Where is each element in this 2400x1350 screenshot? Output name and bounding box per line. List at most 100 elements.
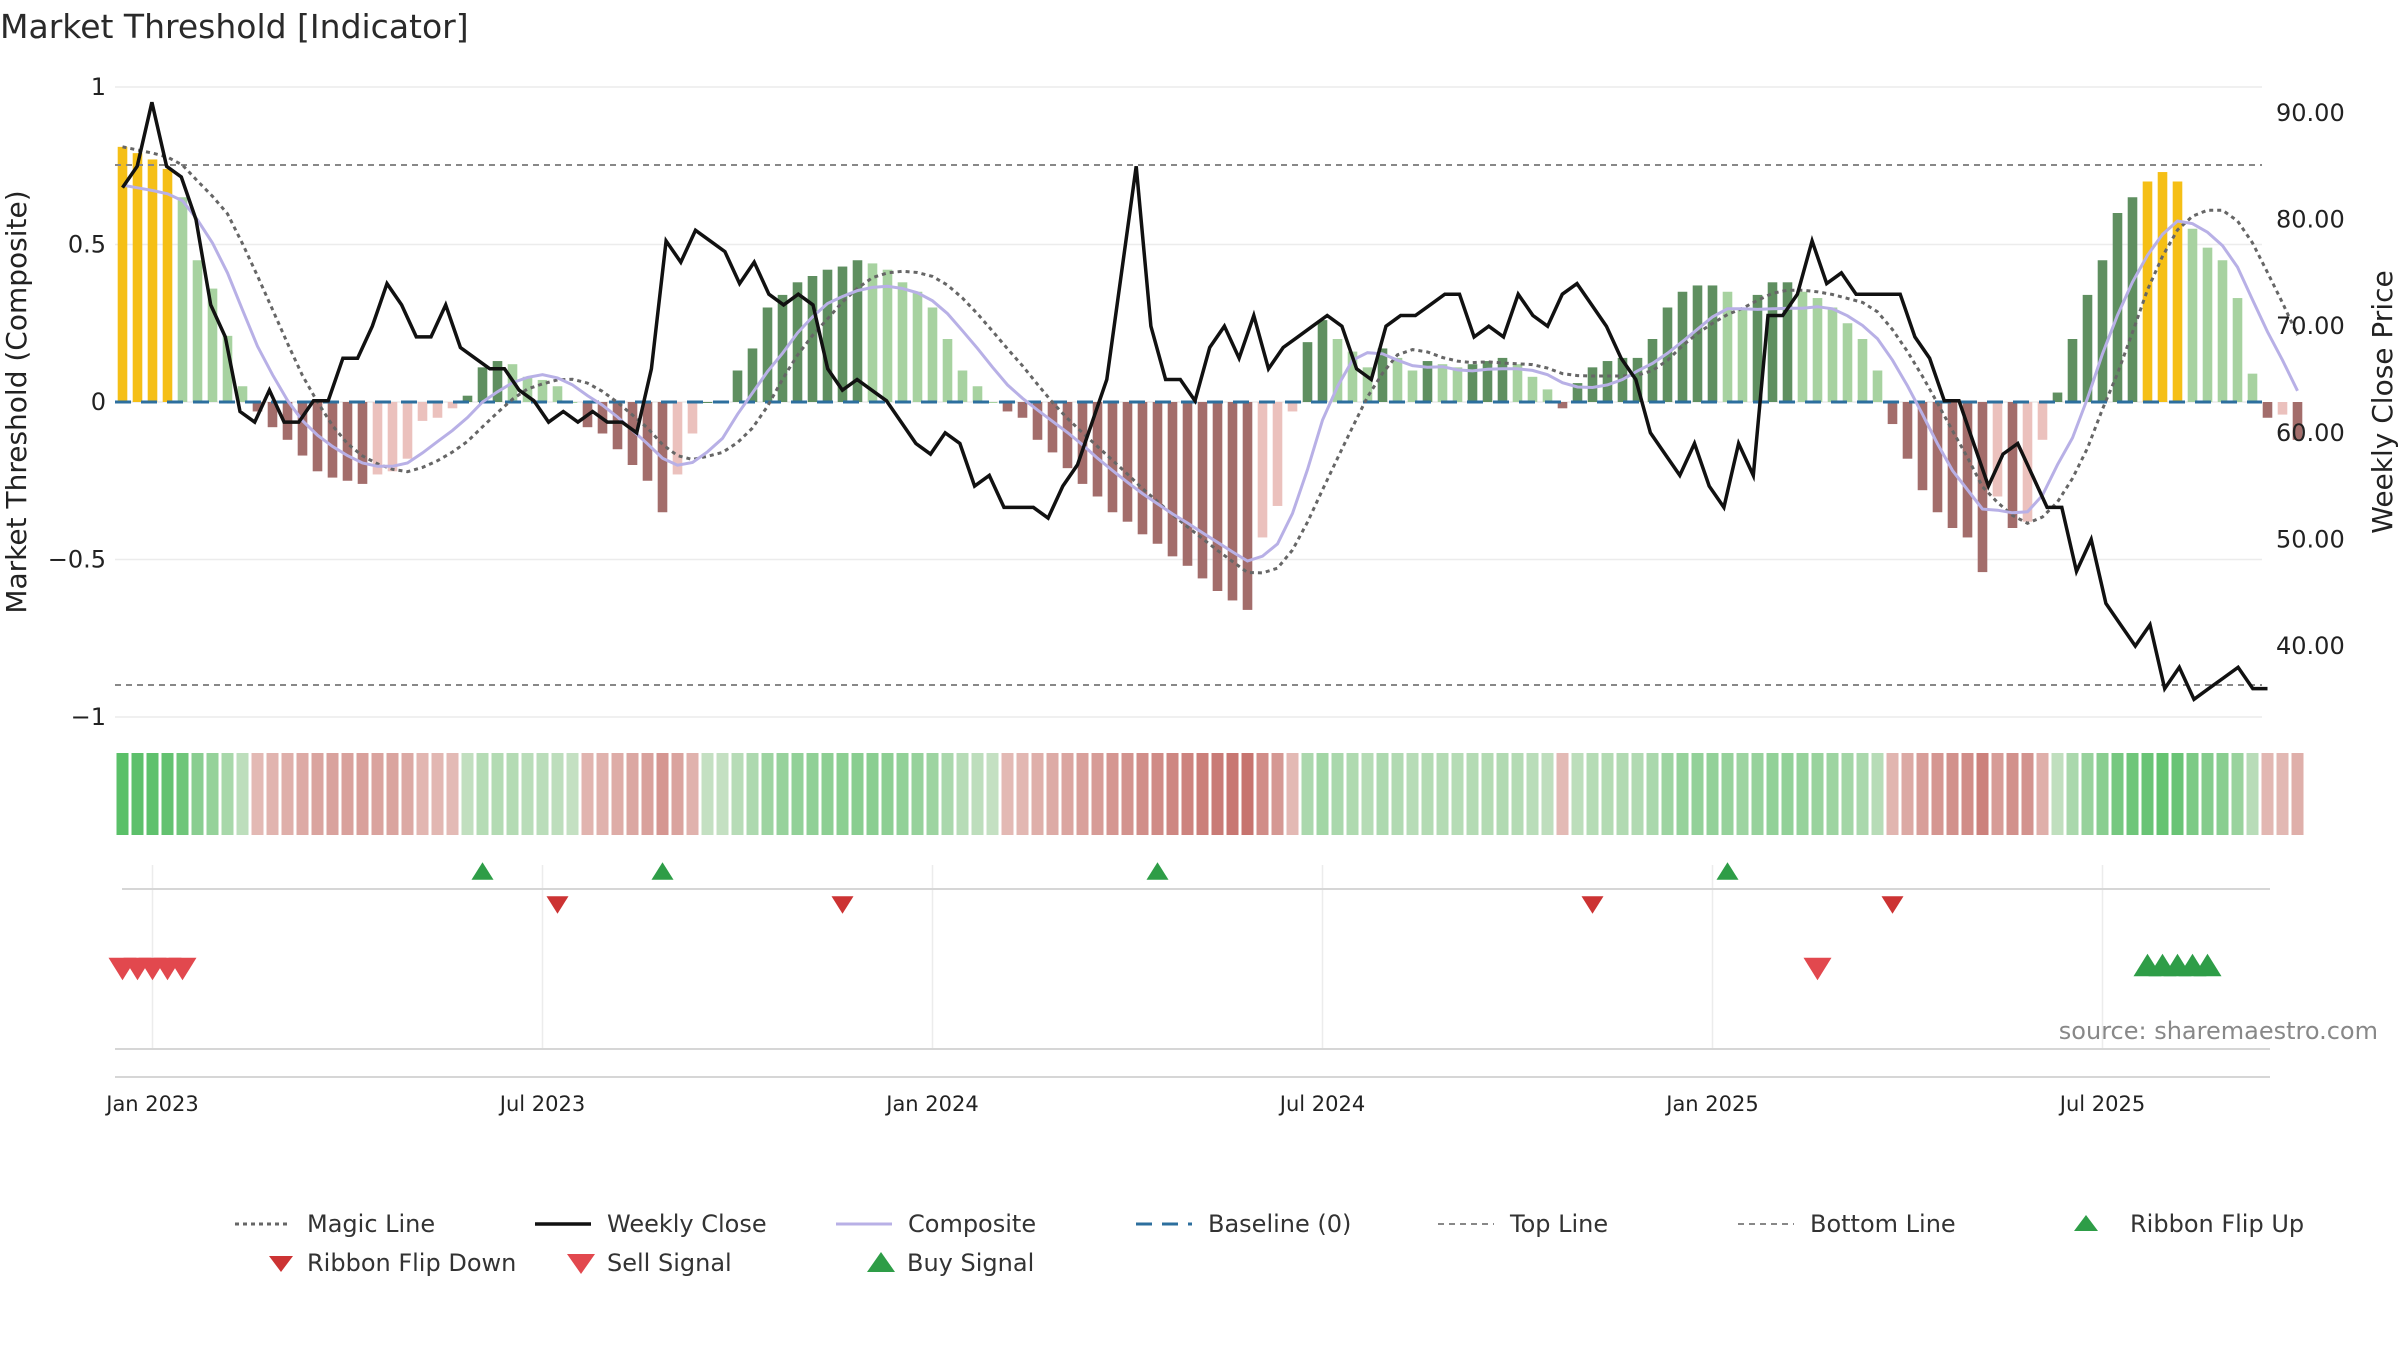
ribbon-cell xyxy=(386,753,399,835)
ribbon-cell xyxy=(1931,753,1944,835)
ribbon-cell xyxy=(1826,753,1839,835)
y2-tick-label: 50.00 xyxy=(2276,525,2345,553)
ribbon-cell xyxy=(2216,753,2229,835)
ribbon-cell xyxy=(761,753,774,835)
ribbon-cell xyxy=(1241,753,1254,835)
composite-bar xyxy=(462,395,473,402)
composite-bar xyxy=(372,402,383,475)
ribbon-cell xyxy=(1916,753,1929,835)
ribbon-cell xyxy=(161,753,174,835)
composite-bar xyxy=(687,402,698,434)
composite-bar xyxy=(2052,392,2063,402)
legend-item: Bottom Line xyxy=(1738,1210,1956,1238)
composite-bar xyxy=(1287,402,1298,412)
y-axis-label: Market Threshold (Composite) xyxy=(0,190,33,613)
ribbon-cell xyxy=(1856,753,1869,835)
composite-bar xyxy=(1302,342,1313,402)
composite-bar xyxy=(117,146,128,402)
composite-bar xyxy=(1962,402,1973,538)
composite-bar xyxy=(1407,370,1418,402)
composite-bar xyxy=(1977,402,1988,573)
ribbon-cell xyxy=(1646,753,1659,835)
ribbon-cell xyxy=(986,753,999,835)
composite-bar xyxy=(972,386,983,402)
composite-bar xyxy=(642,402,653,481)
ribbon-cell xyxy=(1211,753,1224,835)
composite-bar xyxy=(1797,291,1808,402)
composite-bar xyxy=(1542,389,1553,402)
composite-bar xyxy=(1782,282,1793,402)
grid xyxy=(115,86,2270,1078)
ribbon-cell xyxy=(1421,753,1434,835)
ribbon-cell xyxy=(2171,753,2184,835)
x-tick-label: Jan 2025 xyxy=(1664,1092,1759,1116)
composite-bar xyxy=(177,197,188,402)
composite-bar xyxy=(912,291,923,402)
ribbon-cell xyxy=(311,753,324,835)
composite-bar xyxy=(2247,373,2258,402)
y-tick-label: 0 xyxy=(91,388,106,416)
composite-bar xyxy=(1707,285,1718,402)
ribbon-cell xyxy=(1541,753,1554,835)
ribbon-cell xyxy=(1376,753,1389,835)
ribbon-cell xyxy=(1466,753,1479,835)
ribbon-cell xyxy=(1256,753,1269,835)
ribbon-cell xyxy=(2096,753,2109,835)
composite-bar xyxy=(1917,402,1928,491)
ribbon-cell xyxy=(806,753,819,835)
ribbon-cell xyxy=(1886,753,1899,835)
ribbon-cell xyxy=(2261,753,2274,835)
legend-item: Buy Signal xyxy=(867,1249,1034,1277)
ribbon-cell xyxy=(326,753,339,835)
ribbon-cell xyxy=(206,753,219,835)
ribbon-cell xyxy=(2126,753,2139,835)
ribbon-cell xyxy=(1226,753,1239,835)
composite-bar xyxy=(1587,367,1598,402)
ribbon-cell xyxy=(926,753,939,835)
ribbon-cell xyxy=(716,753,729,835)
composite-bar xyxy=(162,168,173,402)
ribbon-cell xyxy=(596,753,609,835)
composite-bar xyxy=(2172,181,2183,402)
magic-line xyxy=(122,145,2299,575)
composite-bar xyxy=(432,402,443,418)
ribbon-cell xyxy=(1601,753,1614,835)
y-axis-ticks: 1 0.5 0 −0.5 −1 xyxy=(48,73,106,731)
legend-swatch xyxy=(567,1254,595,1274)
ribbon-flip-up-marker xyxy=(1716,862,1739,880)
legend-item: Ribbon Flip Down xyxy=(269,1249,516,1277)
ribbon-cell xyxy=(2156,753,2169,835)
composite-bar xyxy=(1452,367,1463,402)
composite-bar xyxy=(2142,181,2153,402)
x-tick-label: Jul 2024 xyxy=(1278,1092,1365,1116)
composite-bar xyxy=(1152,402,1163,544)
y2-tick-label: 90.00 xyxy=(2276,99,2345,127)
composite-bar xyxy=(957,370,968,402)
composite-bar xyxy=(357,402,368,484)
ribbon-cell xyxy=(476,753,489,835)
composite-bar xyxy=(327,402,338,478)
weekly-close-line xyxy=(121,101,2268,702)
y2-axis-ticks: 90.00 80.00 70.00 60.00 50.00 40.00 xyxy=(2276,99,2345,660)
composite-bar xyxy=(402,402,413,459)
composite-bar xyxy=(2097,260,2108,402)
composite-bar xyxy=(1017,402,1028,418)
composite-bar xyxy=(1332,339,1343,402)
legend-label: Sell Signal xyxy=(607,1249,732,1277)
composite-bar xyxy=(447,402,458,409)
ribbon-cell xyxy=(641,753,654,835)
ribbon-cell xyxy=(1511,753,1524,835)
ribbon-cell xyxy=(2111,753,2124,835)
ribbon-cell xyxy=(251,753,264,835)
ribbon-cell xyxy=(2276,753,2289,835)
composite-bar xyxy=(1827,307,1838,402)
ribbon-cell xyxy=(266,753,279,835)
ribbon-cell xyxy=(911,753,924,835)
composite-bar xyxy=(147,159,158,402)
ribbon-cell xyxy=(1136,753,1149,835)
composite-bar xyxy=(702,402,713,403)
ribbon-cell xyxy=(1976,753,1989,835)
x-tick-label: Jan 2024 xyxy=(884,1092,979,1116)
ribbon-cell xyxy=(461,753,474,835)
ribbon-cell xyxy=(1271,753,1284,835)
